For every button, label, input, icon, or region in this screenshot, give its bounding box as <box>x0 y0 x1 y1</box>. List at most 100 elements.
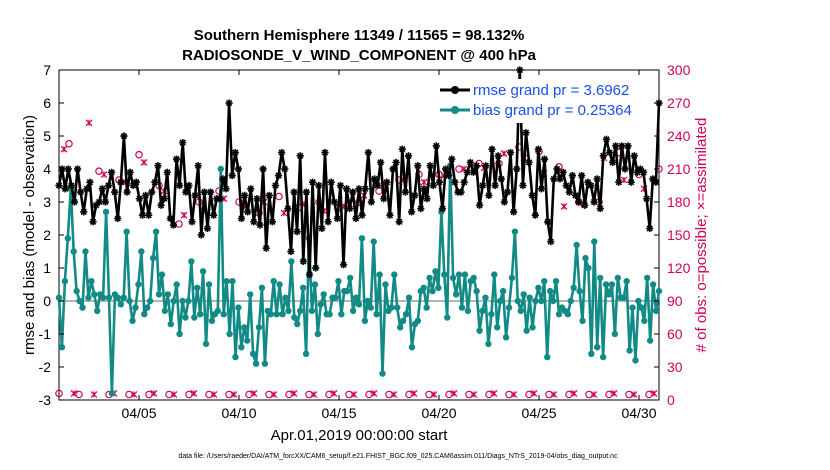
bias-point <box>320 291 327 298</box>
bias-point <box>520 291 527 298</box>
rmse-point <box>441 165 450 173</box>
bias-point <box>244 337 251 344</box>
bias-point <box>394 304 401 311</box>
obs-possible-point <box>225 390 233 399</box>
rmse-point <box>117 178 125 186</box>
obs-possible-point <box>125 390 133 399</box>
rmse-point <box>182 188 190 196</box>
bias-point <box>488 311 495 318</box>
x-tick-label: 04/15 <box>321 405 356 421</box>
rmse-point <box>519 181 527 190</box>
bias-point <box>261 360 269 367</box>
rmse-point <box>265 191 273 199</box>
bias-point <box>182 314 189 321</box>
rmse-point <box>145 211 153 219</box>
rmse-point <box>472 162 481 170</box>
rmse-point <box>401 188 409 196</box>
axes-ticks: -3 -2 -1 0 1 2 3 4 5 6 7 0 30 60 90 120 150 180 210 240 270 3… <box>39 62 691 421</box>
bias-point <box>220 311 227 318</box>
bias-point <box>652 307 660 315</box>
rmse-point <box>336 181 345 190</box>
bias-point <box>546 287 554 295</box>
rmse-point <box>605 148 614 157</box>
bias-point <box>258 284 266 291</box>
obs-possible-point <box>265 390 273 399</box>
bias-point <box>135 281 142 288</box>
rmse-point <box>200 188 208 196</box>
bias-point <box>655 287 663 295</box>
bias-point <box>370 238 377 245</box>
bias-point <box>594 344 601 351</box>
rmse-point <box>240 191 249 199</box>
bias-point <box>526 294 533 301</box>
rmse-point <box>237 214 246 223</box>
rmse-point <box>114 214 122 223</box>
bias-point <box>311 281 319 288</box>
bias-point <box>541 278 548 285</box>
bias-point <box>361 317 369 324</box>
rmse-point <box>411 191 419 199</box>
rmse-point <box>346 205 354 213</box>
rmse-point <box>581 201 589 209</box>
rmse-point <box>485 191 493 199</box>
bias-point <box>196 311 204 318</box>
y-tick-label: 1 <box>43 260 51 276</box>
obs-assimilated-point <box>490 389 498 397</box>
obs-possible-point <box>385 390 393 399</box>
bias-point <box>120 294 127 301</box>
bias-point <box>464 307 472 315</box>
bias-point <box>88 278 95 285</box>
rmse-point <box>271 181 280 190</box>
obs-assimilated-point <box>130 391 138 398</box>
right-tick-label: 90 <box>667 293 683 309</box>
bias-point <box>588 350 595 357</box>
rmse-point <box>386 211 394 219</box>
rmse-point <box>327 178 335 186</box>
bias-point <box>208 317 216 324</box>
rmse-point <box>111 188 119 196</box>
rmse-point <box>590 198 598 206</box>
rmse-point <box>531 211 539 219</box>
bias-point <box>414 317 422 324</box>
bias-point <box>296 307 304 315</box>
rmse-point <box>339 261 348 269</box>
rmse-point <box>343 185 351 193</box>
rmse-point <box>522 129 530 137</box>
rmse-point <box>309 178 317 186</box>
bias-point <box>141 311 148 318</box>
rmse-point <box>352 214 360 223</box>
rmse-point <box>377 158 385 166</box>
obs-assimilated-point <box>510 391 518 398</box>
bias-point <box>346 274 354 282</box>
bias-point <box>476 327 483 334</box>
bias-point <box>64 235 72 242</box>
bias-point <box>611 330 619 338</box>
x-tick-label: 04/05 <box>121 405 156 421</box>
bias-point <box>355 301 363 308</box>
bias-point <box>326 311 333 318</box>
rmse-point <box>599 152 607 160</box>
bias-point <box>252 360 260 367</box>
rmse-point <box>550 175 558 183</box>
obs-possible-point <box>95 167 103 176</box>
legend-rmse-label: rmse grand pr = 3.6962 <box>473 82 629 99</box>
rmse-point <box>259 165 267 173</box>
bias-point <box>644 274 651 282</box>
right-axis-label: # of obs: o=possible; ×=assimilated <box>693 118 710 353</box>
rmse-point <box>154 162 162 170</box>
rmse-point <box>256 221 264 229</box>
bias-point <box>544 353 551 361</box>
bias-series <box>55 162 663 397</box>
obs-assimilated-point <box>570 389 578 397</box>
rmse-point <box>77 188 85 196</box>
obs-possible-point <box>455 165 463 173</box>
obs-assimilated-point <box>60 145 68 153</box>
bias-point <box>505 304 513 311</box>
x-tick-label: 04/25 <box>521 405 556 421</box>
rmse-point <box>191 191 199 199</box>
rmse-point <box>500 198 508 206</box>
rmse-point <box>287 247 295 256</box>
bias-point <box>76 297 83 305</box>
bias-point <box>170 297 177 305</box>
rmse-point <box>398 145 406 153</box>
